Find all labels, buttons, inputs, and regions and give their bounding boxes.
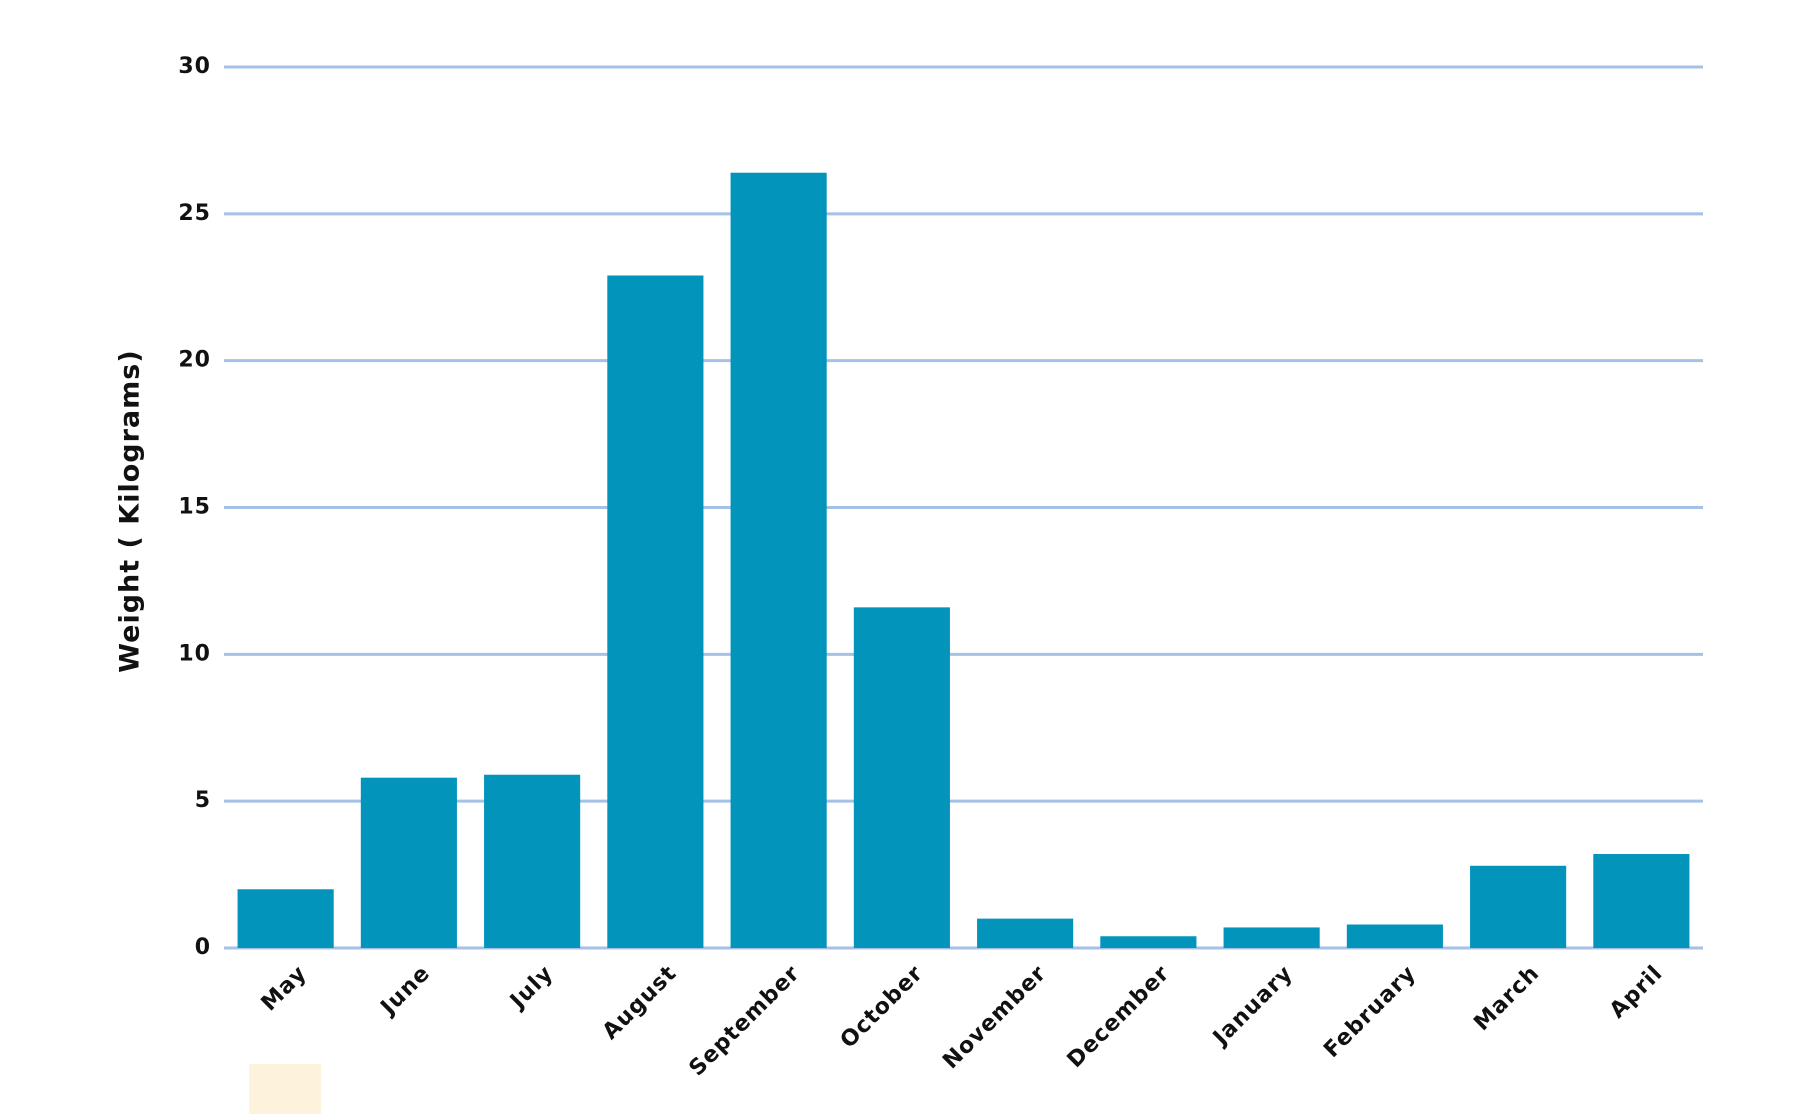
bar bbox=[1470, 865, 1567, 948]
bar bbox=[484, 774, 581, 948]
bar bbox=[1346, 924, 1443, 948]
x-tick-label: August bbox=[598, 961, 682, 1045]
x-tick-label: December bbox=[1063, 961, 1175, 1073]
y-tick-label: 30 bbox=[178, 54, 211, 79]
x-tick-label: September bbox=[685, 961, 805, 1081]
y-axis-title: Weight ( Kilograms) bbox=[115, 349, 146, 672]
y-tick-label: 25 bbox=[178, 201, 211, 226]
bar bbox=[853, 607, 950, 948]
bar bbox=[1223, 927, 1320, 948]
x-tick-label: February bbox=[1319, 961, 1421, 1063]
x-tick-label: May bbox=[257, 961, 312, 1016]
bar bbox=[977, 918, 1074, 948]
y-tick-label: 10 bbox=[178, 641, 211, 666]
x-tick-label: March bbox=[1469, 961, 1544, 1036]
bar bbox=[1100, 936, 1197, 948]
x-tick-label: April bbox=[1605, 961, 1668, 1024]
x-tick-label: June bbox=[375, 961, 435, 1021]
bar bbox=[607, 275, 704, 949]
bar bbox=[237, 889, 334, 948]
x-tick-label: October bbox=[836, 961, 929, 1054]
y-tick-label: 15 bbox=[178, 495, 211, 520]
x-tick-label: July bbox=[504, 961, 558, 1015]
bar bbox=[360, 777, 457, 948]
x-tick-label: November bbox=[938, 961, 1051, 1074]
y-tick-label: 20 bbox=[178, 348, 211, 373]
legend-swatch bbox=[249, 1064, 321, 1114]
x-tick-label: January bbox=[1207, 961, 1298, 1052]
y-tick-label: 0 bbox=[195, 935, 211, 960]
y-tick-label: 5 bbox=[195, 788, 211, 813]
bar bbox=[1593, 854, 1690, 948]
bar bbox=[730, 172, 827, 949]
